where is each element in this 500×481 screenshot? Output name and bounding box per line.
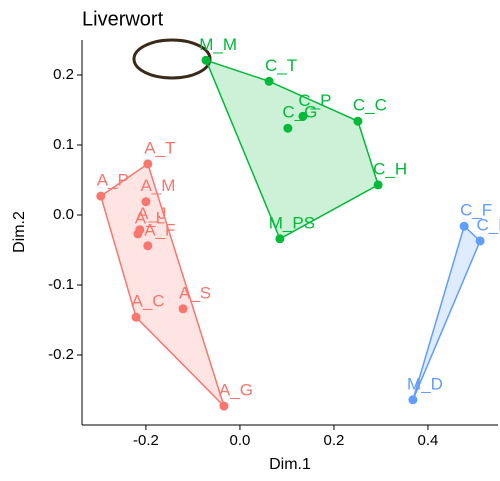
point-label: M_PS [269,213,315,232]
x-tick-label: 0.4 [418,432,439,449]
point-label: M_M [199,35,237,54]
point [275,234,284,243]
y-tick-label: 0.2 [53,66,74,83]
x-tick-label: 0.0 [230,432,251,449]
y-tick-label: 0.0 [53,206,74,223]
point-label: A_T [144,138,175,157]
point-label: A_C [132,292,165,311]
point-label: A_G [219,381,253,400]
point [132,313,141,322]
point [283,124,292,133]
point-label: C_C [353,96,387,115]
point-label: C_H [373,159,407,178]
point-label: A_S [179,283,211,302]
point [143,159,152,168]
chart: Liverwort Dim.1 Dim.2 -0.2 0.0 0.2 0.4 -0.2 -… [0,0,500,476]
point-label: A_M [140,176,175,195]
point [143,241,152,250]
point [460,222,469,231]
y-tick-label: -0.2 [48,346,74,363]
y-tick-label: -0.1 [48,276,74,293]
point-label: A_P [97,171,129,190]
point [408,395,417,404]
point [133,229,142,238]
y-tick-label: 0.1 [53,136,74,153]
point [265,77,274,86]
point [374,180,383,189]
point-label: M_D [407,374,443,393]
chart-title: Liverwort [82,8,164,30]
point-label: C_G [282,103,317,122]
point-label: A_F [144,220,175,239]
point [96,192,105,201]
x-tick-label: -0.2 [133,432,159,449]
point [219,402,228,411]
point [476,236,485,245]
group-hull [206,60,378,239]
point [179,304,188,313]
point [353,117,362,126]
point [202,56,211,65]
x-tick-label: 0.2 [324,432,345,449]
point-label: C_T [265,56,297,75]
y-axis-label: Dim.2 [11,211,28,253]
x-axis-label: Dim.1 [269,456,311,473]
point-label: C_L [477,215,500,234]
